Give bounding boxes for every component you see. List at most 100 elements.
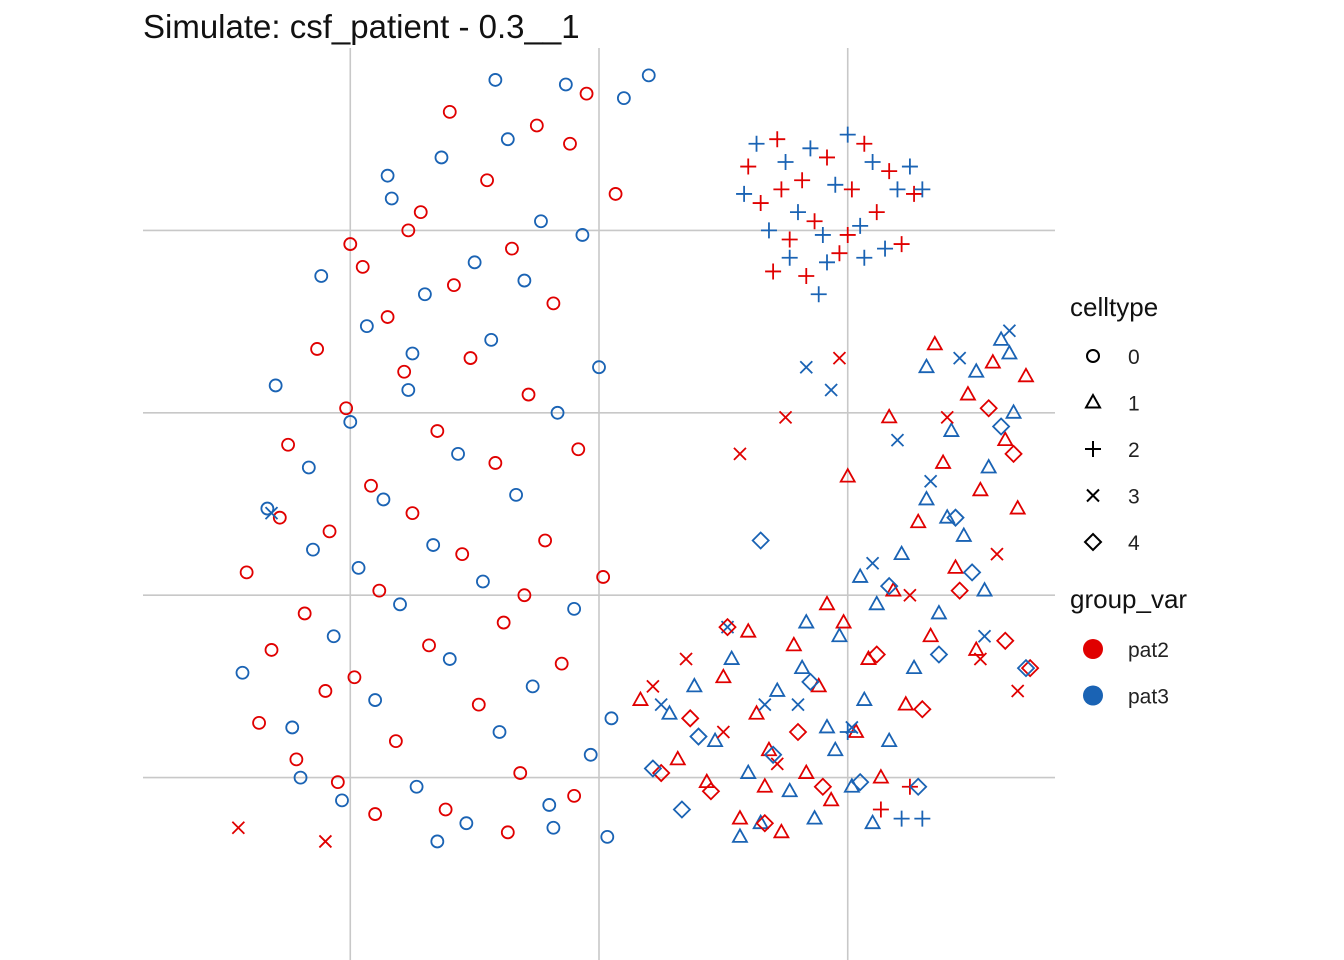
point-celltype-0-pat2-8 (330, 775, 345, 790)
point-celltype-1-pat3-15 (893, 544, 911, 561)
point-celltype-2-pat2-14 (765, 263, 782, 280)
point-celltype-0-pat2-13 (372, 583, 387, 598)
point-celltype-0-pat2-15 (388, 734, 403, 749)
point-celltype-4-pat2-10 (995, 631, 1015, 651)
point-celltype-0-pat3-21 (451, 446, 465, 461)
point-celltype-0-pat3-45 (380, 168, 395, 183)
point-celltype-2-pat3-16 (819, 254, 835, 271)
point-celltype-4-pat3-3 (763, 745, 783, 765)
point-celltype-3-pat2-10 (990, 547, 1004, 561)
point-celltype-0-pat2-25 (471, 697, 486, 712)
point-celltype-3-pat3-5 (824, 383, 838, 397)
point-celltype-0-pat3-37 (583, 747, 598, 762)
legend-group-var-items: pat2 pat3 (1083, 639, 1169, 709)
point-celltype-1-pat2-9 (797, 763, 815, 779)
point-celltype-0-pat2-48 (343, 237, 358, 251)
point-celltype-3-pat2-5 (733, 447, 747, 461)
point-celltype-1-pat3-25 (938, 508, 956, 524)
point-celltype-0-pat2-44 (500, 825, 515, 840)
point-celltype-0-pat3-38 (592, 360, 606, 375)
point-celltype-4-pat2-9 (950, 581, 969, 600)
point-celltype-2-pat3-17 (856, 249, 873, 266)
point-celltype-2-pat2-2 (769, 131, 786, 148)
point-celltype-1-pat3-0 (660, 704, 679, 720)
point-celltype-1-pat3-26 (851, 567, 869, 583)
point-celltype-0-pat3-9 (351, 560, 366, 575)
point-celltype-0-pat2-29 (505, 241, 519, 256)
legend-swatch-pat3-icon (1083, 685, 1103, 706)
point-celltype-1-pat2-30 (967, 640, 985, 656)
point-celltype-0-pat3-44 (546, 820, 561, 835)
point-celltype-0-pat2-45 (567, 788, 582, 803)
point-celltype-1-pat3-13 (868, 594, 886, 611)
point-celltype-1-pat3-27 (797, 613, 815, 629)
point-celltype-0-pat3-42 (293, 770, 308, 785)
point-celltype-0-pat3-46 (488, 73, 503, 87)
legend-title-group-var: group_var (1070, 584, 1187, 614)
point-celltype-0-pat3-12 (376, 492, 391, 507)
legend-swatch-pat2-icon (1083, 639, 1103, 659)
point-celltype-0-pat2-40 (608, 187, 623, 201)
point-celltype-2-pat2-12 (893, 236, 910, 253)
point-celltype-0-pat2-14 (380, 310, 395, 324)
point-celltype-0-pat2-22 (447, 278, 461, 293)
point-celltype-1-pat2-24 (984, 353, 1002, 369)
point-celltype-1-pat3-24 (1005, 403, 1023, 419)
point-celltype-0-pat2-10 (347, 670, 362, 685)
point-celltype-1-pat2-15 (872, 768, 890, 784)
point-celltype-0-pat3-18 (426, 538, 441, 552)
point-celltype-1-pat2-8 (785, 636, 803, 652)
point-celltype-3-pat3-6 (845, 720, 859, 735)
point-celltype-1-pat2-13 (847, 722, 865, 738)
legend-label-pat2: pat2 (1128, 639, 1169, 662)
point-celltype-4-pat2-1 (680, 709, 700, 728)
legend-celltype-items: 0 1 2 3 4 (1083, 346, 1140, 555)
point-celltype-2-pat3-18 (810, 286, 827, 303)
legend-label-pat3: pat3 (1128, 686, 1169, 709)
point-celltype-0-pat2-21 (438, 802, 453, 817)
point-celltype-2-pat2-16 (839, 226, 856, 243)
point-celltype-0-pat2-2 (264, 643, 279, 657)
point-celltype-1-pat2-12 (835, 613, 853, 629)
point-celltype-0-pat2-34 (546, 296, 561, 311)
point-celltype-3-pat3-10 (953, 351, 967, 365)
point-celltype-1-pat2-7 (772, 822, 790, 839)
point-celltype-4-pat3-0 (643, 759, 663, 778)
point-celltype-2-pat3-9 (852, 217, 869, 234)
point-celltype-3-pat2-7 (832, 351, 847, 365)
point-celltype-0-pat2-43 (401, 223, 416, 238)
legend-label-celltype-1: 1 (1128, 393, 1140, 416)
point-celltype-0-pat3-48 (306, 542, 320, 557)
point-celltype-0-pat2-16 (397, 364, 412, 379)
point-celltype-1-pat3-16 (905, 658, 923, 675)
point-celltype-3-pat2-9 (940, 410, 954, 424)
point-celltype-1-pat2-16 (884, 581, 902, 597)
point-celltype-1-pat3-17 (917, 490, 936, 506)
point-celltype-0-pat3-25 (484, 332, 499, 347)
point-celltype-1-pat3-33 (685, 677, 703, 693)
legend-label-celltype-4: 4 (1128, 532, 1140, 555)
point-celltype-2-pat2-3 (781, 231, 798, 248)
legend-shape-diamond-icon (1083, 532, 1103, 552)
point-celltype-1-pat3-21 (967, 362, 985, 378)
point-celltype-1-pat2-27 (1017, 366, 1035, 383)
point-celltype-1-pat3-5 (768, 681, 786, 697)
point-celltype-1-pat2-3 (714, 667, 732, 684)
point-celltype-1-pat3-34 (826, 740, 844, 757)
legend: celltype 0 1 2 3 4 group_var pat2 pat3 (1070, 292, 1187, 709)
point-celltype-4-pat2-0 (651, 763, 671, 783)
point-celltype-2-pat2-0 (740, 158, 757, 175)
point-celltype-1-pat3-1 (706, 731, 724, 748)
point-celltype-1-pat2-17 (897, 695, 915, 711)
point-celltype-0-pat2-35 (554, 656, 569, 671)
point-celltype-0-pat2-42 (368, 807, 383, 821)
point-celltype-2-pat2-11 (881, 163, 898, 180)
point-celltype-0-pat2-39 (596, 570, 611, 584)
point-celltype-4-pat2-13 (1004, 444, 1023, 464)
point-celltype-0-pat3-15 (401, 383, 416, 397)
point-celltype-0-pat2-0 (239, 565, 254, 580)
point-celltype-3-pat2-2 (646, 679, 660, 694)
point-celltype-0-pat2-33 (538, 533, 553, 548)
legend-label-celltype-0: 0 (1128, 346, 1140, 369)
point-celltype-0-pat2-49 (517, 588, 532, 603)
